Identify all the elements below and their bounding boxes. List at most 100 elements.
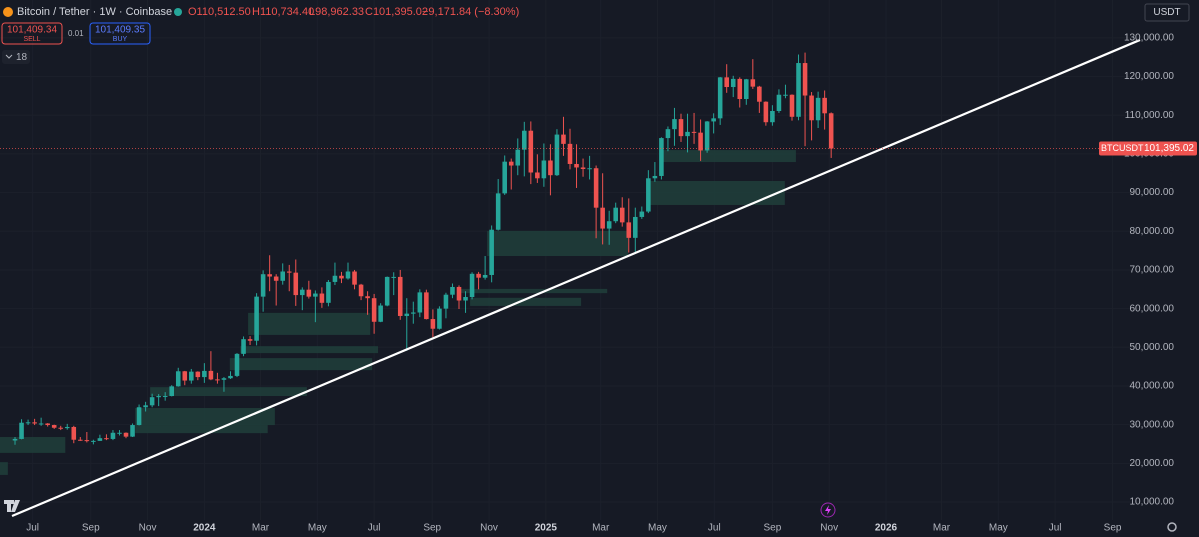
candle-body bbox=[437, 308, 442, 329]
y-tick-label: 80,000.00 bbox=[1130, 226, 1175, 237]
candle-body bbox=[221, 378, 227, 380]
sell-price[interactable]: 101,409.34 bbox=[7, 25, 57, 36]
candle-body bbox=[508, 161, 514, 166]
x-tick-label: Jul bbox=[368, 523, 381, 534]
candle-body bbox=[25, 422, 31, 424]
x-tick-label: Sep bbox=[423, 523, 441, 534]
candle-body bbox=[776, 94, 782, 111]
candle-body bbox=[234, 353, 240, 376]
order-block bbox=[0, 462, 8, 475]
currency[interactable]: USDT bbox=[1153, 7, 1180, 18]
indicator-toggle[interactable] bbox=[2, 50, 30, 64]
candle-body bbox=[51, 425, 57, 428]
candle-body bbox=[117, 432, 122, 434]
candle-body bbox=[71, 426, 77, 440]
plot-area bbox=[0, 38, 1141, 518]
candle-body bbox=[58, 427, 64, 429]
candle-body bbox=[587, 168, 592, 170]
candle-body bbox=[698, 132, 703, 151]
candle-body bbox=[659, 138, 664, 176]
candle-body bbox=[737, 78, 743, 100]
candle-body bbox=[365, 296, 370, 299]
candle-body bbox=[730, 78, 736, 88]
order-block bbox=[470, 297, 582, 306]
candle-body bbox=[254, 296, 259, 341]
candle-body bbox=[371, 298, 377, 322]
candle-body bbox=[411, 312, 416, 314]
candle-body bbox=[593, 168, 599, 208]
x-tick-label: Mar bbox=[933, 523, 951, 534]
y-tick-label: 60,000.00 bbox=[1130, 303, 1175, 314]
candle-body bbox=[32, 422, 37, 424]
order-block bbox=[660, 150, 796, 163]
candle-body bbox=[19, 422, 24, 439]
candle-body bbox=[600, 207, 605, 229]
candle-body bbox=[626, 222, 632, 238]
buy-price[interactable]: 101,409.35 bbox=[95, 25, 145, 36]
y-tick-label: 40,000.00 bbox=[1130, 381, 1175, 392]
candle-body bbox=[619, 207, 625, 223]
x-tick-label: Sep bbox=[1104, 523, 1122, 534]
order-block bbox=[459, 288, 608, 294]
candle-body bbox=[502, 161, 507, 194]
candle-body bbox=[489, 229, 494, 275]
candle-body bbox=[704, 121, 710, 151]
candle-body bbox=[241, 339, 246, 354]
candle-body bbox=[313, 293, 318, 297]
indicator-count[interactable]: 18 bbox=[16, 52, 28, 63]
candle-body bbox=[110, 432, 116, 439]
y-tick-label: 10,000.00 bbox=[1130, 497, 1175, 508]
candle-body bbox=[97, 438, 103, 441]
candle-body bbox=[522, 130, 527, 150]
buy-label[interactable]: BUY bbox=[113, 36, 128, 43]
candle-body bbox=[202, 370, 207, 378]
currency-button[interactable] bbox=[1144, 3, 1190, 22]
sell-label[interactable]: SELL bbox=[23, 36, 40, 43]
candle-body bbox=[652, 175, 658, 179]
candle-body bbox=[189, 371, 194, 381]
candle-body bbox=[130, 425, 135, 437]
candle-body bbox=[247, 339, 253, 341]
candle-body bbox=[691, 131, 697, 133]
candle-body bbox=[574, 163, 579, 168]
candle-body bbox=[802, 63, 808, 96]
y-tick-label: 50,000.00 bbox=[1130, 342, 1175, 353]
candle-body bbox=[724, 77, 729, 88]
buy-button[interactable] bbox=[89, 22, 151, 45]
last-price-label: 101,395.02 bbox=[1144, 143, 1194, 154]
event-bolt bbox=[825, 505, 831, 515]
x-tick-label: Nov bbox=[480, 523, 498, 534]
order-block bbox=[135, 408, 275, 426]
candle-body bbox=[12, 438, 18, 441]
x-tick-label: Sep bbox=[764, 523, 782, 534]
x-tick-label: May bbox=[648, 523, 667, 534]
candle-body bbox=[286, 271, 292, 273]
candle-body bbox=[104, 438, 109, 440]
candle-body bbox=[822, 97, 827, 114]
candle-body bbox=[384, 276, 390, 306]
candle-body bbox=[476, 273, 481, 278]
sell-button[interactable] bbox=[1, 22, 63, 45]
candle-body bbox=[267, 274, 272, 277]
order-block bbox=[649, 180, 785, 205]
x-tick-label: Jul bbox=[1049, 523, 1062, 534]
x-tick-label: Jul bbox=[26, 523, 39, 534]
coin-icon bbox=[3, 7, 13, 17]
trend-line bbox=[11, 38, 1141, 518]
x-tick-label: Sep bbox=[82, 523, 100, 534]
candle-body bbox=[78, 439, 83, 441]
candle-body bbox=[541, 160, 547, 179]
candle-body bbox=[195, 371, 201, 378]
y-tick-label: 110,000.00 bbox=[1125, 110, 1175, 121]
status-dot bbox=[174, 8, 182, 16]
candle-body bbox=[378, 305, 383, 322]
candle-body bbox=[554, 134, 560, 176]
y-tick-label: 90,000.00 bbox=[1130, 187, 1175, 198]
y-tick-label: 30,000.00 bbox=[1130, 419, 1175, 430]
logo bbox=[4, 500, 20, 512]
candle-body bbox=[456, 286, 462, 301]
y-tick-label: 70,000.00 bbox=[1130, 265, 1175, 276]
settings[interactable] bbox=[1167, 522, 1177, 532]
event-icon[interactable] bbox=[820, 502, 836, 518]
